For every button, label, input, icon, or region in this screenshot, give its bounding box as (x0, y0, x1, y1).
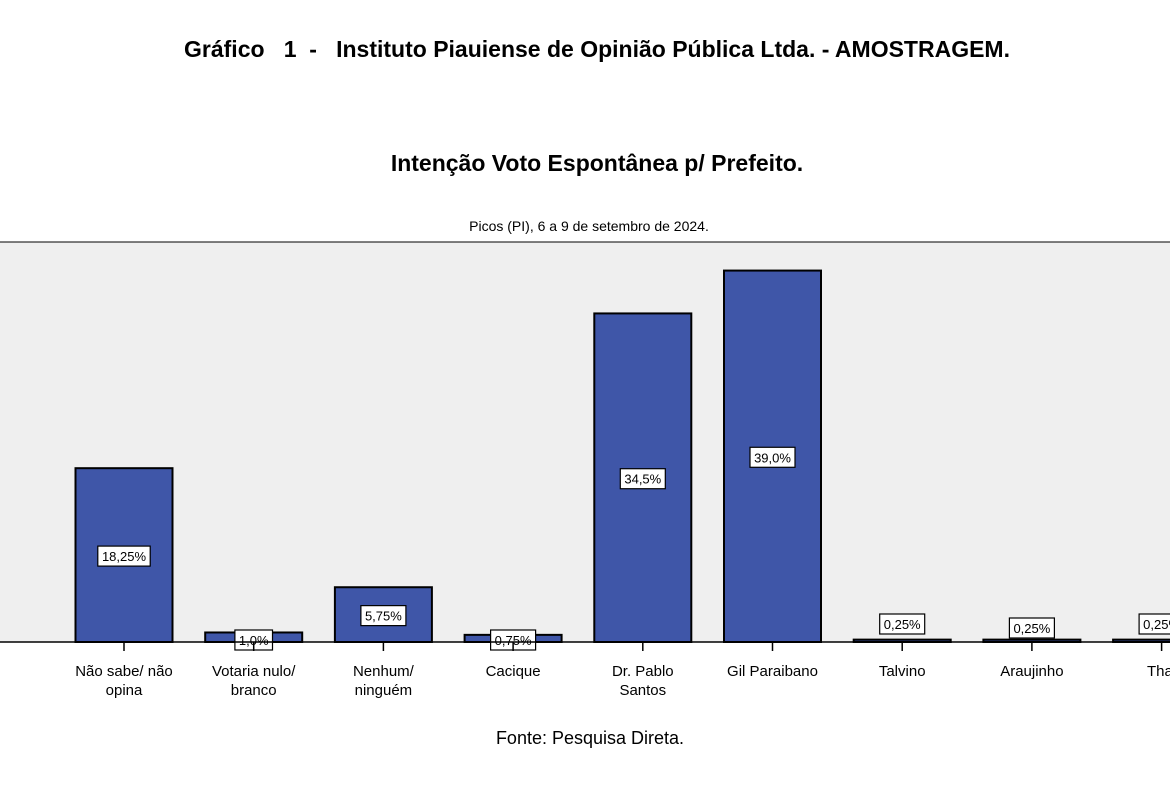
x-axis: Não sabe/ não opina Votaria nulo/branco Nen… (0, 641, 1170, 699)
data-label-0: 18,25% (97, 545, 151, 567)
data-label-text-2: 5,75% (365, 609, 402, 624)
x-tick-label-6: Talvino (879, 663, 926, 680)
data-label-7: 0,25% (1008, 617, 1056, 639)
data-label-box-7 (1008, 617, 1056, 639)
x-tick-label-5: Gil Paraibano (727, 663, 818, 680)
data-label-text-4: 34,5% (624, 472, 661, 487)
source-note: Fonte: Pesquisa Direta. (495, 728, 685, 748)
data-label-text-5: 39,0% (754, 450, 791, 465)
x-tick-label-7: Araujinho (1000, 663, 1063, 680)
data-label-5: 39,0% (749, 446, 796, 468)
figure-heading: Gráfico 1 - Instituto Piauiense de Opini… (184, 36, 1010, 62)
data-label-box-0 (97, 545, 151, 567)
data-label-text-1: 1,0% (239, 633, 269, 648)
data-label-box-6 (879, 613, 926, 635)
chart-subtitle: Picos (PI), 6 a 9 de setembro de 2024. (469, 218, 709, 234)
chart-title: Intenção Voto Espontânea p/ Prefeito. (390, 150, 804, 176)
plot-area (0, 241, 1170, 643)
x-tick-label-2: Nenhum/ninguém (353, 663, 415, 699)
x-tick-label-3: Cacique (486, 663, 541, 680)
x-tick-label-4: Dr. Pablo Santos (612, 663, 674, 699)
data-label-box-8 (1138, 613, 1170, 635)
x-tick-label-0: Não sabe/ não opina (75, 663, 173, 699)
data-label-text-8: 0,25% (1143, 617, 1170, 632)
data-label-2: 5,75% (360, 605, 407, 627)
data-label-8: 0,25% (1138, 613, 1170, 635)
data-label-box-4 (619, 468, 666, 490)
data-label-text-6: 0,25% (884, 617, 921, 632)
data-label-text-7: 0,25% (1013, 621, 1050, 636)
data-label-text-0: 18,25% (102, 549, 147, 564)
data-label-box-2 (360, 605, 407, 627)
data-label-4: 34,5% (619, 468, 666, 490)
data-label-6: 0,25% (879, 613, 926, 635)
data-label-box-5 (749, 446, 796, 468)
data-label-text-3: 0,75% (495, 633, 532, 648)
x-tick-label-1: Votaria nulo/branco (212, 663, 296, 699)
data-label-3: 0,75% (490, 629, 537, 651)
x-tick-label-8: Thal (1147, 663, 1170, 680)
